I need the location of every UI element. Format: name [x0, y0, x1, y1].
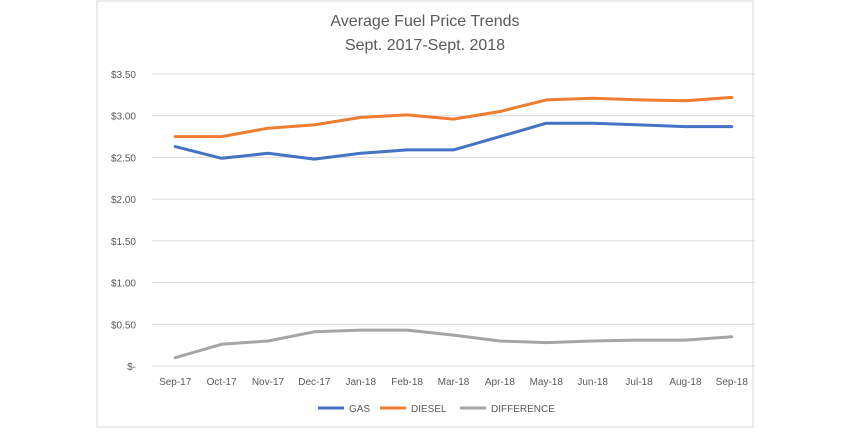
x-tick-label: Aug-18	[669, 377, 702, 388]
legend-label-difference: DIFFERENCE	[491, 404, 555, 415]
y-tick-label: $1.50	[111, 237, 136, 248]
x-tick-label: Dec-17	[298, 377, 331, 388]
x-tick-label: Oct-17	[207, 377, 237, 388]
chart-title-line-1: Average Fuel Price Trends	[330, 13, 519, 30]
y-axis-tick-labels: $- $0.50 $1.00 $1.50 $2.00 $2.50 $3.00 $3.50	[111, 70, 136, 373]
legend-label-gas: GAS	[349, 404, 370, 415]
x-tick-label: Jul-18	[625, 377, 653, 388]
x-tick-label: May-18	[530, 377, 564, 388]
chart-title-line-2: Sept. 2017-Sept. 2018	[345, 37, 505, 54]
y-tick-label: $3.00	[111, 112, 136, 123]
series-line-difference	[173, 328, 734, 360]
gridlines	[152, 73, 755, 367]
x-tick-label: Jun-18	[577, 377, 608, 388]
y-tick-label: $-	[127, 362, 136, 373]
x-tick-label: Jan-18	[345, 377, 376, 388]
series-line-diesel	[173, 95, 734, 139]
chart-border	[96, 0, 754, 428]
x-tick-label: Feb-18	[391, 377, 423, 388]
x-axis-tick-labels: Sep-17 Oct-17 Nov-17 Dec-17 Jan-18 Feb-18 Mar-…	[159, 377, 748, 388]
y-tick-label: $1.00	[111, 279, 136, 290]
y-tick-label: $2.00	[111, 195, 136, 206]
x-tick-label: Apr-18	[485, 377, 515, 388]
y-tick-label: $0.50	[111, 320, 136, 331]
y-tick-label: $2.50	[111, 153, 136, 164]
legend-label-diesel: DIESEL	[411, 404, 447, 415]
x-tick-label: Sep-18	[716, 377, 749, 388]
x-tick-label: Sep-17	[159, 377, 192, 388]
series-line-gas	[173, 121, 734, 161]
series-lines	[173, 95, 734, 360]
x-tick-label: Mar-18	[438, 377, 470, 388]
y-tick-label: $3.50	[111, 70, 136, 81]
x-tick-label: Nov-17	[252, 377, 285, 388]
legend: GAS DIESEL DIFFERENCE	[318, 404, 555, 415]
